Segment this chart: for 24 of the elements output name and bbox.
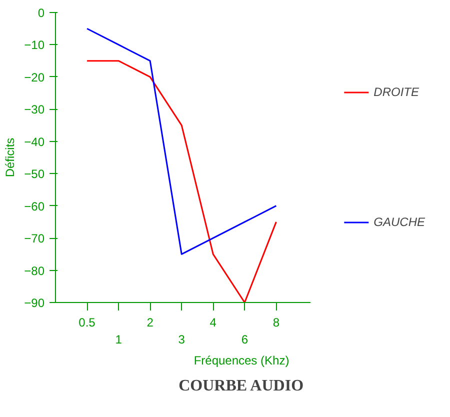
x-tick-label: 8 bbox=[272, 316, 280, 330]
y-tick-label: −80 bbox=[24, 264, 45, 278]
y-tick-label: −90 bbox=[24, 296, 45, 310]
x-tick-label: 6 bbox=[241, 332, 248, 346]
x-tick-label: 4 bbox=[210, 316, 217, 330]
x-tick-label: 1 bbox=[115, 332, 122, 346]
line-series bbox=[86, 28, 277, 255]
y-tick-label: 0 bbox=[38, 6, 45, 20]
y-tick-label: −20 bbox=[24, 70, 45, 84]
y-tick-label: −10 bbox=[24, 38, 45, 52]
legend-label: DROITE bbox=[374, 85, 419, 99]
x-tick-label: 2 bbox=[146, 316, 154, 330]
y-tick-label: −40 bbox=[24, 134, 45, 149]
y-axis-title: Déficits bbox=[3, 138, 18, 178]
x-axis-title: Fréquences (Khz) bbox=[194, 353, 290, 368]
x-tick-label: 3 bbox=[178, 332, 186, 346]
y-tick-label: −30 bbox=[24, 102, 45, 117]
x-tick-label: 0.5 bbox=[78, 316, 96, 330]
y-tick-label: −60 bbox=[24, 199, 45, 214]
y-tick-label: −50 bbox=[24, 167, 45, 182]
legend-label: GAUCHE bbox=[374, 215, 425, 229]
text: COURBE AUDIO bbox=[178, 378, 304, 394]
line-series bbox=[86, 60, 277, 302]
y-tick-label: −70 bbox=[24, 232, 45, 246]
